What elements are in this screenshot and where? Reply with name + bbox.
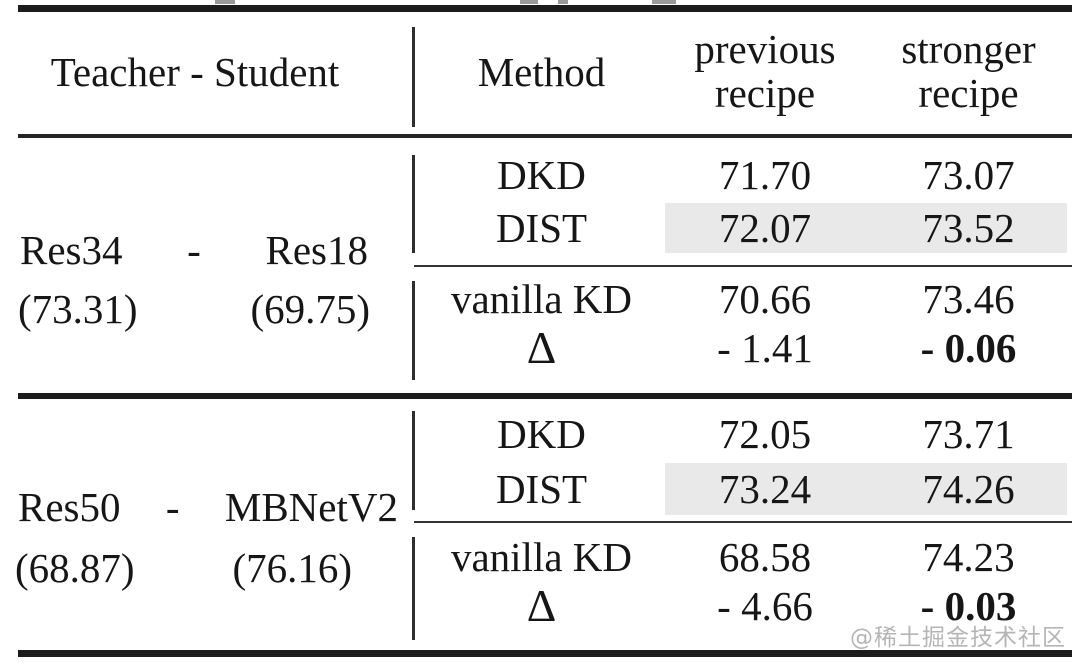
method-label: DIST bbox=[495, 205, 588, 251]
group2-pair-separator: - bbox=[165, 484, 180, 530]
previous-recipe-value: 72.05 bbox=[718, 411, 812, 457]
group2-pair-accuracies: (68.87) (76.16) bbox=[15, 545, 352, 591]
group2-lower-divider bbox=[412, 537, 415, 640]
previous-recipe-value: 68.58 bbox=[718, 534, 812, 580]
group1-upper-divider bbox=[412, 155, 415, 253]
group2-student-name: MBNetV2 bbox=[224, 484, 398, 530]
group2-teacher-name: Res50 bbox=[18, 484, 121, 530]
header-column-divider bbox=[412, 27, 415, 127]
table-row: Δ - 4.66 - 0.03 bbox=[418, 580, 1072, 632]
stronger-recipe-value: 73.46 bbox=[922, 276, 1015, 322]
group2-teacher-accuracy: (68.87) bbox=[15, 545, 135, 591]
method-label: vanilla KD bbox=[450, 534, 633, 580]
group1-student-name: Res18 bbox=[265, 227, 369, 273]
method-label: DKD bbox=[497, 411, 586, 457]
group2-upper-divider bbox=[412, 411, 415, 510]
group1-pair-names: Res34 - Res18 bbox=[20, 227, 368, 273]
cropped-text-fragment bbox=[652, 0, 676, 4]
stronger-recipe-value: 73.71 bbox=[922, 411, 1015, 457]
bottom-rule bbox=[18, 650, 1072, 657]
table-row: DKD 72.05 73.71 bbox=[418, 409, 1072, 459]
previous-recipe-value: 71.70 bbox=[718, 152, 812, 198]
watermark-text: @稀土掘金技术社区 bbox=[850, 625, 1066, 651]
group1-teacher-name: Res34 bbox=[20, 227, 123, 273]
cropped-text-fragment bbox=[520, 0, 538, 4]
group2-mid-rule bbox=[414, 521, 1072, 523]
cropped-text-fragment bbox=[558, 0, 568, 4]
group1-dist-highlight-band bbox=[665, 203, 1067, 253]
table-row: DIST 73.24 74.26 bbox=[418, 463, 1072, 515]
stronger-recipe-value: - 0.06 bbox=[920, 325, 1017, 371]
stronger-recipe-value: 74.26 bbox=[922, 466, 1015, 512]
header-rule bbox=[18, 134, 1072, 138]
header-stronger-recipe: stronger recipe bbox=[865, 27, 1072, 115]
group1-student-accuracy: (69.75) bbox=[250, 286, 370, 332]
method-label: vanilla KD bbox=[450, 276, 633, 322]
table-row: vanilla KD 70.66 73.46 bbox=[418, 275, 1072, 323]
group1-pair-separator: - bbox=[187, 227, 201, 273]
group1-pair-accuracies: (73.31) (69.75) bbox=[18, 286, 370, 332]
group1-mid-rule bbox=[414, 265, 1072, 267]
group-divider-rule bbox=[18, 393, 1072, 399]
table-row: DIST 72.07 73.52 bbox=[418, 203, 1072, 253]
header-teacher-student: Teacher - Student bbox=[50, 49, 340, 95]
stronger-recipe-value: 74.23 bbox=[922, 534, 1015, 580]
header-previous-line1: previous bbox=[694, 26, 836, 72]
method-label-delta: Δ bbox=[526, 322, 557, 373]
table-row: DKD 71.70 73.07 bbox=[418, 151, 1072, 199]
cropped-text-fragment bbox=[215, 0, 235, 4]
group2-pair-names: Res50 - MBNetV2 bbox=[18, 484, 398, 530]
previous-recipe-value: - 1.41 bbox=[717, 325, 813, 371]
previous-recipe-value: - 4.66 bbox=[717, 583, 813, 629]
header-previous-line2: recipe bbox=[714, 70, 816, 116]
header-method: Method bbox=[477, 49, 606, 95]
method-label: DKD bbox=[497, 152, 586, 198]
top-rule bbox=[18, 5, 1072, 12]
group1-lower-divider bbox=[412, 281, 415, 380]
stronger-recipe-value: - 0.03 bbox=[920, 583, 1017, 629]
previous-recipe-value: 73.24 bbox=[718, 466, 812, 512]
header-stronger-line1: stronger bbox=[901, 26, 1036, 72]
stronger-recipe-value: 73.52 bbox=[922, 205, 1015, 251]
header-stronger-line2: recipe bbox=[918, 70, 1019, 116]
table-row: Δ - 1.41 - 0.06 bbox=[418, 322, 1072, 374]
previous-recipe-value: 70.66 bbox=[718, 276, 812, 322]
group2-dist-highlight-band bbox=[665, 463, 1067, 515]
previous-recipe-value: 72.07 bbox=[718, 205, 812, 251]
table-row: vanilla KD 68.58 74.23 bbox=[418, 533, 1072, 581]
method-label-delta: Δ bbox=[526, 580, 557, 631]
group1-teacher-accuracy: (73.31) bbox=[18, 286, 138, 332]
method-label: DIST bbox=[495, 466, 588, 512]
stronger-recipe-value: 73.07 bbox=[922, 152, 1015, 198]
group2-student-accuracy: (76.16) bbox=[232, 545, 352, 591]
header-previous-recipe: previous recipe bbox=[665, 27, 865, 115]
